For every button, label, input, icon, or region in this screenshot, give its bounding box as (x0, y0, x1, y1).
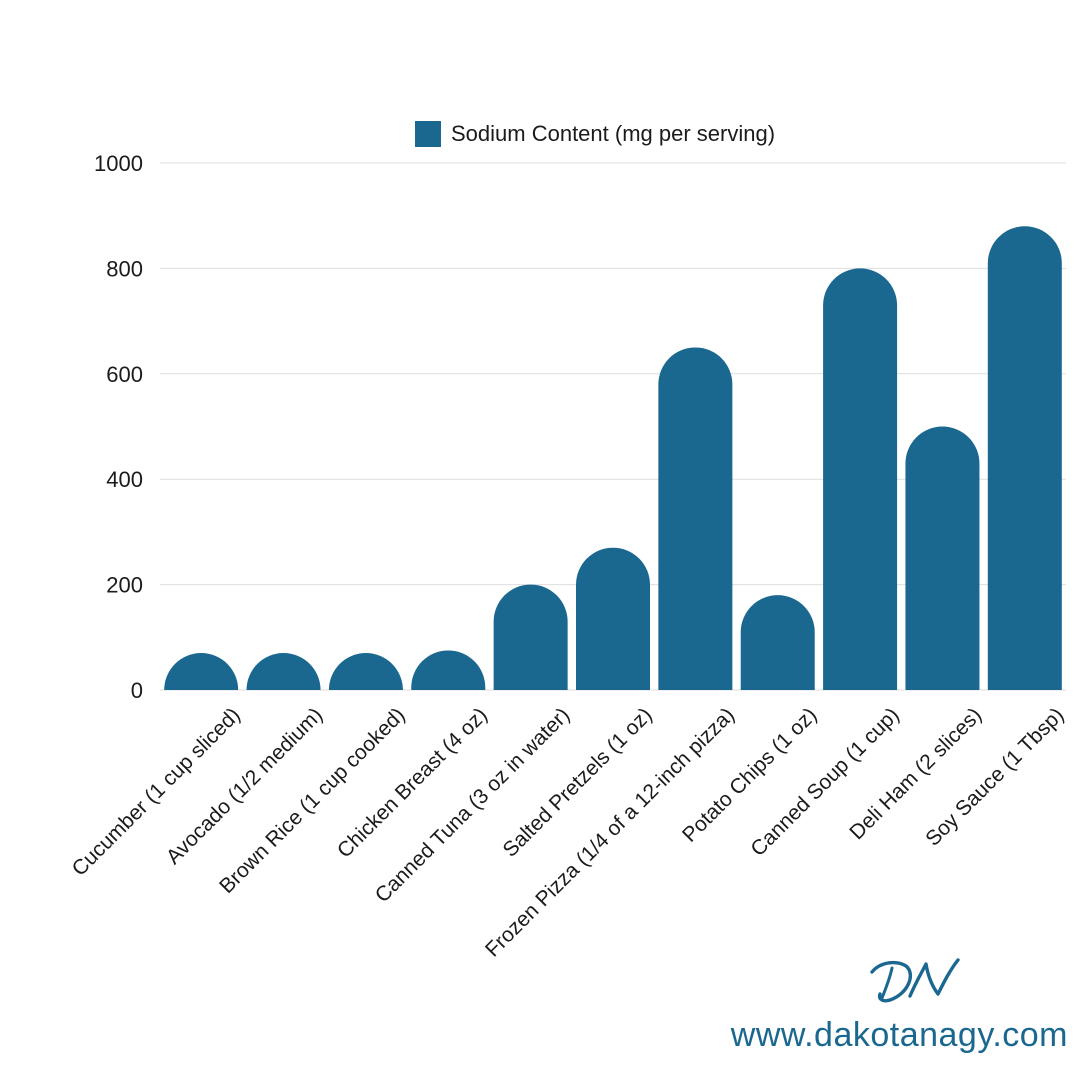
x-tick-label: Potato Chips (1 oz) (678, 703, 821, 846)
y-tick-label: 400 (106, 467, 143, 492)
bar (905, 426, 980, 690)
x-tick-label: Chicken Breast (4 oz) (333, 703, 492, 862)
x-tick-label: Salted Pretzels (1 oz) (498, 703, 656, 861)
dn-monogram-logo (866, 952, 966, 1012)
bar (740, 595, 815, 690)
bar (576, 547, 650, 690)
bar (411, 650, 486, 690)
x-tick-label: Avocado (1/2 medium) (162, 703, 327, 868)
website-url: www.dakotanagy.com (730, 1016, 1068, 1054)
y-tick-label: 600 (106, 362, 143, 387)
x-tick-label: Canned Soup (1 cup) (746, 703, 903, 860)
x-axis-ticks: Cucumber (1 cup sliced)Avocado (1/2 medi… (68, 703, 1069, 961)
y-tick-label: 1000 (94, 151, 143, 176)
y-tick-label: 0 (131, 678, 143, 703)
bars (164, 226, 1062, 690)
legend-label: Sodium Content (mg per serving) (451, 121, 776, 146)
x-tick-label: Cucumber (1 cup sliced) (68, 703, 245, 880)
bar (328, 653, 403, 690)
y-axis-ticks: 0 200 400 600 800 1000 (94, 151, 143, 703)
bar (658, 347, 733, 690)
bar (164, 653, 239, 690)
bar (823, 268, 898, 690)
legend: Sodium Content (mg per serving) (415, 118, 775, 150)
bar (987, 226, 1062, 690)
y-tick-label: 800 (106, 256, 143, 281)
x-tick-label: Soy Sauce (1 Tbsp) (921, 703, 1068, 850)
y-tick-label: 200 (106, 573, 143, 598)
bar (493, 584, 568, 690)
legend-swatch (415, 121, 441, 147)
bar (246, 653, 321, 690)
